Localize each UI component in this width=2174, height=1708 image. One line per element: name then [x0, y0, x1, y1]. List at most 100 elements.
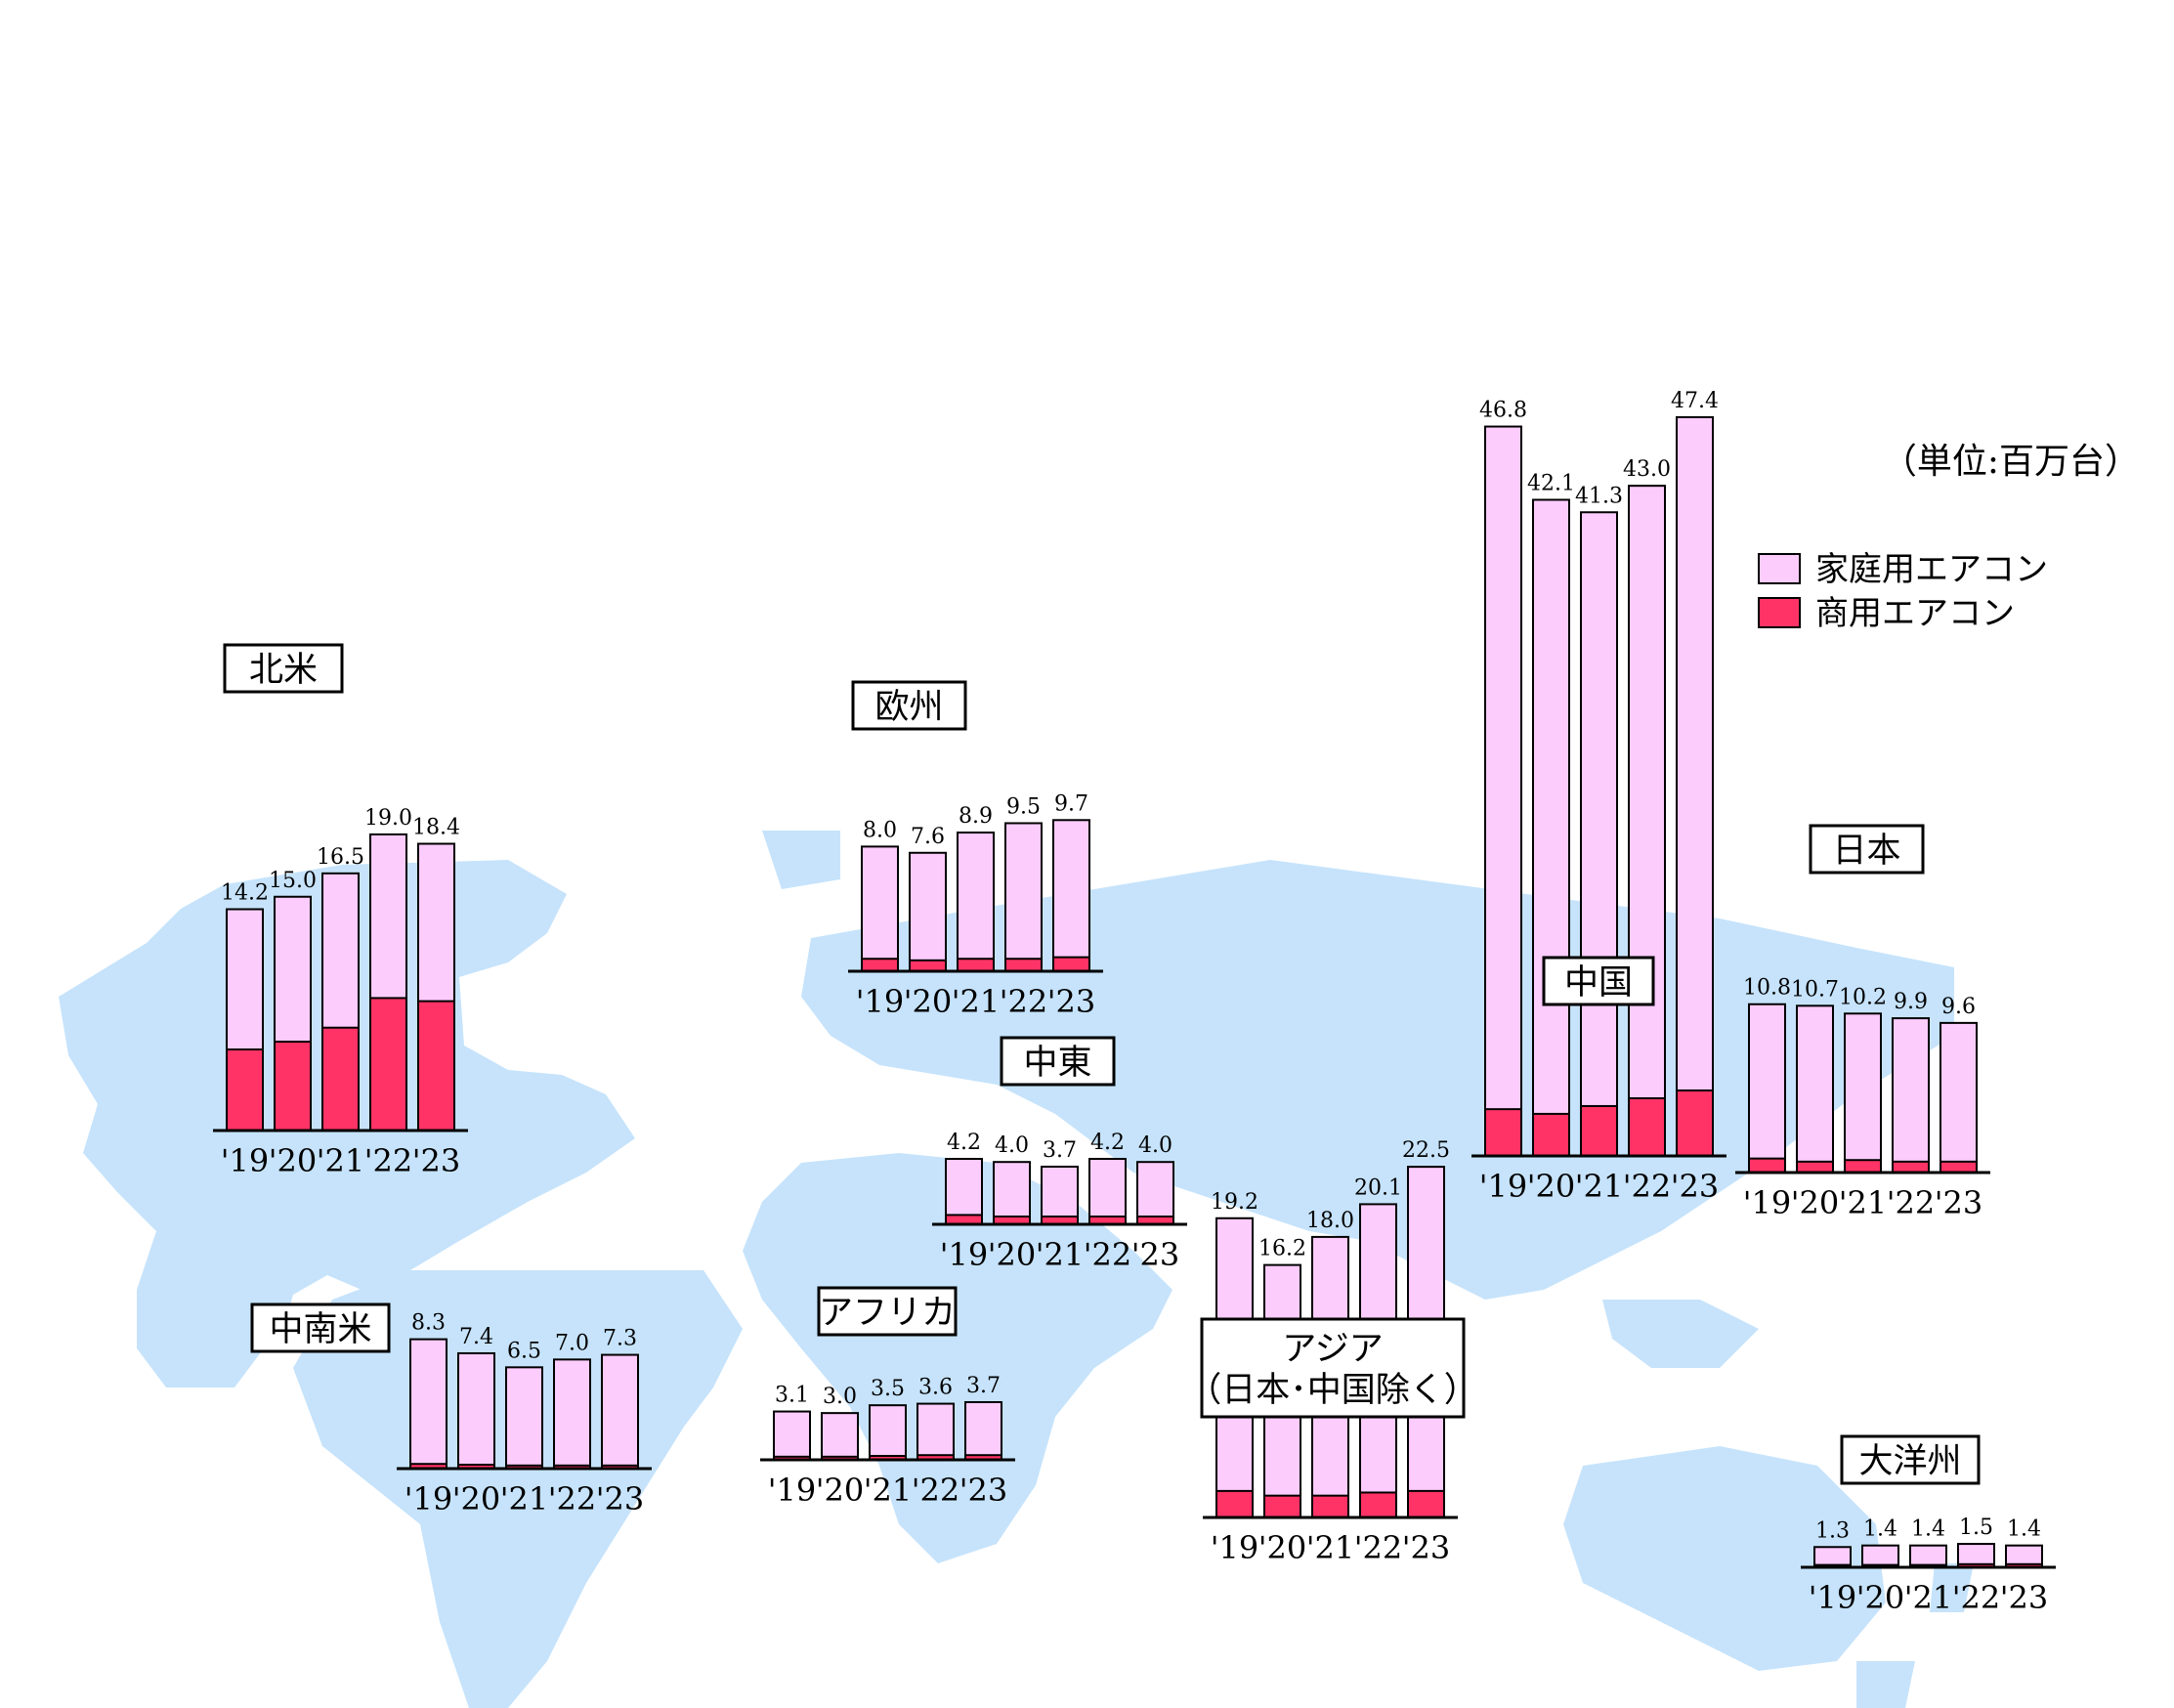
value-label: 3.7 — [966, 1374, 1001, 1398]
bar-residential — [1892, 1017, 1930, 1174]
bar-residential — [964, 1400, 1002, 1461]
tick-label: '20 — [1856, 1579, 1905, 1616]
bar-residential — [553, 1358, 591, 1470]
bar-residential — [909, 851, 947, 973]
bar-commercial — [1407, 1489, 1445, 1519]
tick-label: '23 — [1671, 1168, 1720, 1205]
bar-commercial — [1263, 1494, 1301, 1519]
bar-commercial — [1311, 1494, 1349, 1519]
value-label: 9.7 — [1054, 791, 1088, 816]
tick-label: '21 — [864, 1472, 913, 1509]
bar-commercial — [274, 1041, 312, 1132]
bar-residential — [457, 1351, 495, 1470]
value-label: 3.5 — [871, 1377, 905, 1401]
region-title: アジア — [1282, 1330, 1384, 1369]
region-chart-6: 46.8 '19 42.1 '20 41.3 '21 43.0 '22 47.4 '23 中国 — [1471, 389, 1726, 1205]
region-title: 中南米 — [269, 1310, 371, 1349]
value-label: 8.3 — [411, 1311, 446, 1336]
bar-residential — [1940, 1021, 1978, 1174]
region-title-box — [817, 1286, 958, 1337]
bar-commercial — [1484, 1108, 1522, 1158]
bar-residential — [773, 1410, 811, 1462]
value-label: 4.2 — [1090, 1131, 1125, 1155]
value-label: 22.5 — [1402, 1138, 1450, 1163]
value-label: 7.6 — [911, 825, 945, 849]
bar-commercial — [1844, 1159, 1882, 1174]
tick-label: '20 — [452, 1480, 501, 1517]
region-title: 中東 — [1023, 1044, 1091, 1083]
region-title: 大洋州 — [1858, 1442, 1961, 1481]
bar-commercial — [1052, 956, 1090, 973]
tick-label: '21 — [1575, 1168, 1624, 1205]
bar-commercial — [957, 958, 995, 972]
tick-label: '23 — [1935, 1184, 1983, 1221]
region-title-box — [223, 643, 344, 694]
bar-residential — [1676, 415, 1714, 1158]
bar-commercial — [1359, 1491, 1397, 1518]
value-label: 1.4 — [1863, 1517, 1897, 1542]
value-label: 7.4 — [459, 1325, 493, 1349]
value-label: 3.0 — [823, 1385, 857, 1409]
bar-commercial — [369, 997, 407, 1132]
bar-commercial — [1676, 1089, 1714, 1158]
bar-residential — [1628, 485, 1666, 1157]
legend-label-commercial: 商用エアコン — [1815, 594, 2015, 633]
region-title-box — [1200, 1317, 1466, 1419]
tick-label: '23 — [1131, 1236, 1180, 1273]
bar-residential — [1532, 498, 1570, 1157]
tick-label: '20 — [816, 1472, 865, 1509]
value-label: 4.0 — [1138, 1133, 1172, 1158]
bar-residential — [861, 845, 899, 973]
region-chart-1: 8.3 '19 7.4 '20 6.5 '21 7.0 '22 7.3 '23 中南米 — [250, 1302, 652, 1517]
value-label: 9.9 — [1894, 990, 1928, 1014]
tick-label: '19 — [1809, 1579, 1857, 1616]
bar-residential — [601, 1353, 639, 1470]
tick-label: '23 — [1047, 983, 1096, 1020]
bar-residential — [1796, 1004, 1834, 1174]
bar-residential — [1136, 1161, 1174, 1225]
tick-label: '19 — [1479, 1168, 1528, 1205]
bar-commercial — [1940, 1160, 1978, 1174]
value-label: 18.0 — [1306, 1209, 1354, 1233]
value-label: 42.1 — [1527, 472, 1575, 496]
bar-residential — [1484, 425, 1522, 1158]
bar-commercial — [1004, 958, 1043, 972]
bar-residential — [945, 1158, 983, 1226]
tick-label: '21 — [1306, 1529, 1355, 1566]
value-label: 19.0 — [364, 806, 412, 831]
bar-residential — [821, 1412, 859, 1462]
region-chart-2: 8.0 '19 7.6 '20 8.9 '21 9.5 '22 9.7 '23 欧州 — [848, 680, 1103, 1020]
bar-commercial — [1892, 1160, 1930, 1174]
tick-label: '22 — [912, 1472, 960, 1509]
bar-residential — [1748, 1003, 1786, 1174]
tick-label: '23 — [1402, 1529, 1451, 1566]
bar-commercial — [226, 1048, 264, 1132]
tick-label: '22 — [1354, 1529, 1403, 1566]
bar-commercial — [321, 1026, 360, 1132]
tick-label: '19 — [1211, 1529, 1259, 1566]
tick-label: '22 — [1000, 983, 1048, 1020]
bar-commercial — [1580, 1104, 1618, 1157]
bar-residential — [1580, 511, 1618, 1157]
region-title: 中国 — [1564, 963, 1633, 1003]
bar-commercial — [1796, 1160, 1834, 1174]
region-title-box — [1809, 824, 1925, 875]
value-label: 7.3 — [603, 1327, 637, 1351]
region-chart-0: 14.2 '19 15.0 '20 16.5 '21 19.0 '22 18.4 '23 北米 — [213, 643, 468, 1179]
tick-label: '23 — [959, 1472, 1008, 1509]
value-label: 9.5 — [1006, 794, 1041, 819]
region-title-box — [1840, 1434, 1981, 1485]
region-title-box — [851, 680, 967, 731]
bar-residential — [1041, 1165, 1079, 1225]
tick-label: '22 — [364, 1142, 413, 1179]
region-title-box — [250, 1302, 391, 1353]
region-title-box — [1000, 1036, 1116, 1087]
region-chart-8: 1.3 '19 1.4 '20 1.4 '21 1.5 '22 1.4 '23 大洋州 — [1801, 1434, 2056, 1616]
value-label: 4.0 — [995, 1133, 1029, 1158]
value-label: 4.2 — [947, 1131, 981, 1155]
tick-label: '21 — [1036, 1236, 1085, 1273]
bar-commercial — [1748, 1157, 1786, 1174]
bar-commercial — [1215, 1489, 1254, 1519]
tick-label: '20 — [904, 983, 953, 1020]
